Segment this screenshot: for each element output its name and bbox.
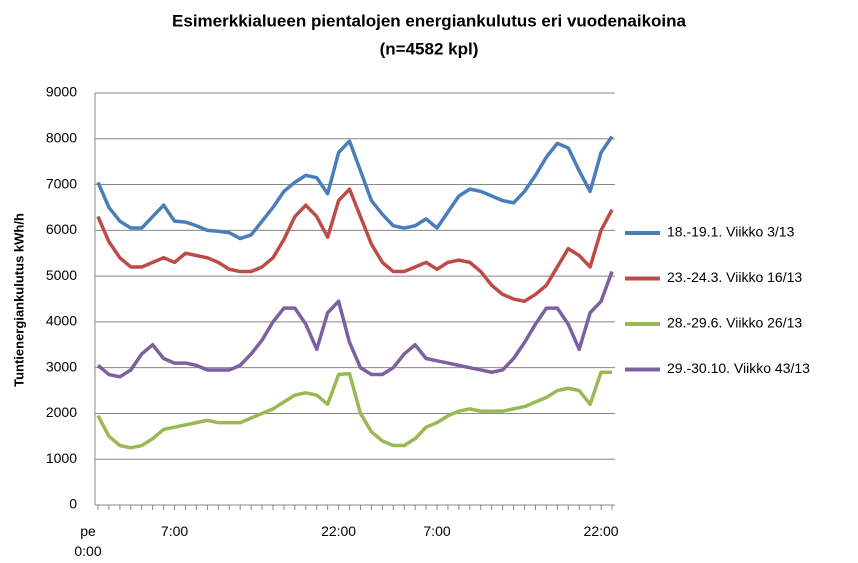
x-tick-label-box: 7:00	[160, 523, 189, 539]
x-tick-label: 7:00	[423, 523, 451, 539]
chart-subtitle: (n=4582 kpl)	[380, 39, 479, 58]
y-tick-label: 0	[69, 496, 77, 512]
y-tick-label: 2000	[46, 404, 77, 420]
x-tick-label: 22:00	[583, 523, 619, 539]
series-line	[96, 270, 614, 379]
y-tick-label: 5000	[46, 267, 77, 283]
series-line	[96, 187, 614, 304]
legend-label: 23.-24.3. Viikko 16/13	[667, 269, 802, 285]
y-tick-label: 9000	[46, 84, 77, 100]
x-tick-label-box: 22:00	[583, 523, 619, 539]
x-tick-label: pe 0:00	[74, 523, 102, 559]
y-tick-label: 7000	[46, 175, 77, 191]
x-tick-label: 22:00	[321, 523, 357, 539]
legend-label: 18.-19.1. Viikko 3/13	[667, 224, 795, 240]
series-line	[96, 135, 614, 241]
x-tick-label-box: 7:00	[423, 523, 451, 539]
x-tick-label-box: pe 0:00	[74, 523, 102, 559]
series-line	[96, 370, 612, 450]
legend-label: 28.-29.6. Viikko 26/13	[667, 315, 802, 331]
legend-label: 29.-30.10. Viikko 43/13	[667, 360, 810, 376]
y-tick-label: 6000	[46, 221, 77, 237]
y-axis-label: Tuntienergiankulutus kWh/h	[11, 213, 26, 387]
x-tick-label-box: 22:00	[321, 523, 357, 539]
y-tick-label: 8000	[46, 129, 77, 145]
chart-title: Esimerkkialueen pientalojen energiankulu…	[172, 11, 686, 30]
x-tick-label: 7:00	[160, 523, 189, 539]
y-tick-label: 3000	[46, 358, 77, 374]
y-tick-label: 4000	[46, 313, 77, 329]
y-tick-label: 1000	[46, 450, 77, 466]
